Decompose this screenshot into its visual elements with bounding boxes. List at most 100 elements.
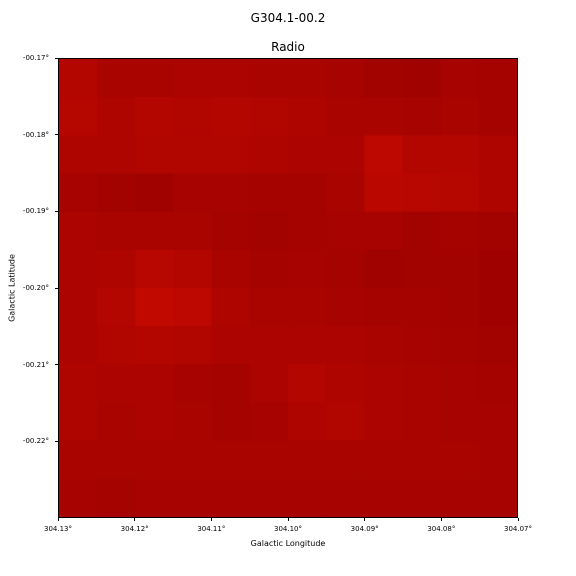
radio-image-panel	[58, 58, 518, 518]
heatmap-cell	[249, 59, 289, 98]
heatmap-cell	[402, 59, 442, 98]
x-axis-label: Galactic Longitude	[250, 539, 326, 548]
heatmap-cell	[59, 326, 98, 366]
heatmap-cell	[364, 288, 404, 327]
heatmap-cell	[59, 211, 98, 251]
heatmap-cell	[402, 364, 442, 404]
x-tick-mark	[287, 518, 289, 521]
heatmap-cell	[326, 173, 366, 213]
x-tick-label: 304.09°	[350, 525, 379, 533]
heatmap-cell	[59, 440, 98, 480]
heatmap-cell	[288, 440, 327, 480]
heatmap-cell	[173, 173, 213, 213]
x-tick-label: 304.13°	[44, 525, 72, 533]
heatmap-cell	[402, 402, 442, 442]
heatmap-cell	[326, 402, 366, 442]
x-tick-label: 304.08°	[427, 525, 456, 533]
heatmap-cell	[249, 97, 289, 137]
heatmap-cell	[402, 478, 442, 517]
heatmap-cell	[211, 173, 251, 213]
y-tick-label: -00.22°	[22, 437, 49, 446]
heatmap-cell	[440, 478, 480, 517]
x-tick-mark	[364, 518, 366, 521]
y-tick-mark	[55, 287, 58, 289]
heatmap-cell	[440, 440, 480, 480]
heatmap-cell	[211, 478, 251, 517]
heatmap-cell	[478, 135, 517, 175]
heatmap-cell	[135, 326, 175, 366]
heatmap-cell	[211, 288, 251, 327]
heatmap-cell	[211, 135, 251, 175]
heatmap-cell	[249, 364, 289, 404]
heatmap-cell	[249, 288, 289, 327]
heatmap-cell	[59, 97, 98, 137]
heatmap-cell	[288, 364, 327, 404]
heatmap-cell	[59, 402, 98, 442]
heatmap-cell	[59, 364, 98, 404]
heatmap-cell	[440, 211, 480, 251]
heatmap-cell	[326, 211, 366, 251]
heatmap-cell	[249, 211, 289, 251]
heatmap-cell	[211, 364, 251, 404]
heatmap-cell	[402, 288, 442, 327]
heatmap-cell	[478, 440, 517, 480]
panel-title: Radio	[271, 40, 305, 54]
figure-title: G304.1-00.2	[250, 11, 326, 25]
heatmap-cell	[364, 97, 404, 137]
heatmap-cell	[402, 97, 442, 137]
heatmap-cell	[440, 135, 480, 175]
heatmap-cell	[211, 59, 251, 98]
y-axis-label: Galactic Latitude	[7, 254, 17, 322]
heatmap-cell	[326, 364, 366, 404]
heatmap-cell	[402, 135, 442, 175]
y-tick-label: -00.17°	[22, 54, 49, 62]
heatmap-cell	[173, 97, 213, 137]
heatmap-cell	[288, 478, 327, 517]
heatmap-cell	[402, 326, 442, 366]
y-tick-mark	[55, 440, 58, 442]
x-tick-label: 304.12°	[120, 525, 149, 533]
y-tick-mark	[55, 134, 58, 136]
heatmap-cell	[440, 364, 480, 404]
y-tick-mark	[55, 210, 58, 212]
y-tick-label: -00.20°	[22, 284, 49, 292]
x-tick-mark	[57, 518, 59, 521]
heatmap-cell	[211, 326, 251, 366]
heatmap-cell	[173, 288, 213, 327]
heatmap-cell	[135, 59, 175, 98]
heatmap-cell	[402, 249, 442, 289]
heatmap-cell	[402, 173, 442, 213]
heatmap-cell	[59, 288, 98, 327]
y-tick-label: -00.18°	[22, 130, 49, 139]
heatmap-cell	[288, 288, 327, 327]
heatmap-cell	[288, 97, 327, 137]
heatmap-cell	[478, 249, 517, 289]
y-tick-label: -00.19°	[22, 207, 49, 216]
x-tick-mark	[210, 518, 212, 521]
heatmap-cell	[59, 135, 98, 175]
heatmap-cell	[364, 440, 404, 480]
heatmap-cell	[364, 326, 404, 366]
heatmap-cell	[326, 59, 366, 98]
heatmap-cell	[135, 364, 175, 404]
heatmap-cell	[288, 211, 327, 251]
heatmap-cell	[97, 97, 137, 137]
heatmap-cell	[97, 59, 137, 98]
heatmap-cell	[326, 326, 366, 366]
heatmap-cell	[59, 478, 98, 517]
heatmap-cell	[249, 173, 289, 213]
x-tick-mark	[517, 518, 519, 521]
y-tick-mark	[55, 57, 58, 59]
heatmap-cell	[478, 288, 517, 327]
heatmap-cell	[135, 173, 175, 213]
heatmap-cell	[326, 440, 366, 480]
heatmap-cell	[249, 440, 289, 480]
heatmap-cell	[135, 249, 175, 289]
heatmap-cell	[440, 97, 480, 137]
heatmap-cell	[364, 59, 404, 98]
heatmap-cell	[288, 326, 327, 366]
heatmap-cell	[288, 59, 327, 98]
x-tick-label: 304.11°	[197, 525, 226, 533]
heatmap-cell	[288, 402, 327, 442]
heatmap-cell	[173, 326, 213, 366]
